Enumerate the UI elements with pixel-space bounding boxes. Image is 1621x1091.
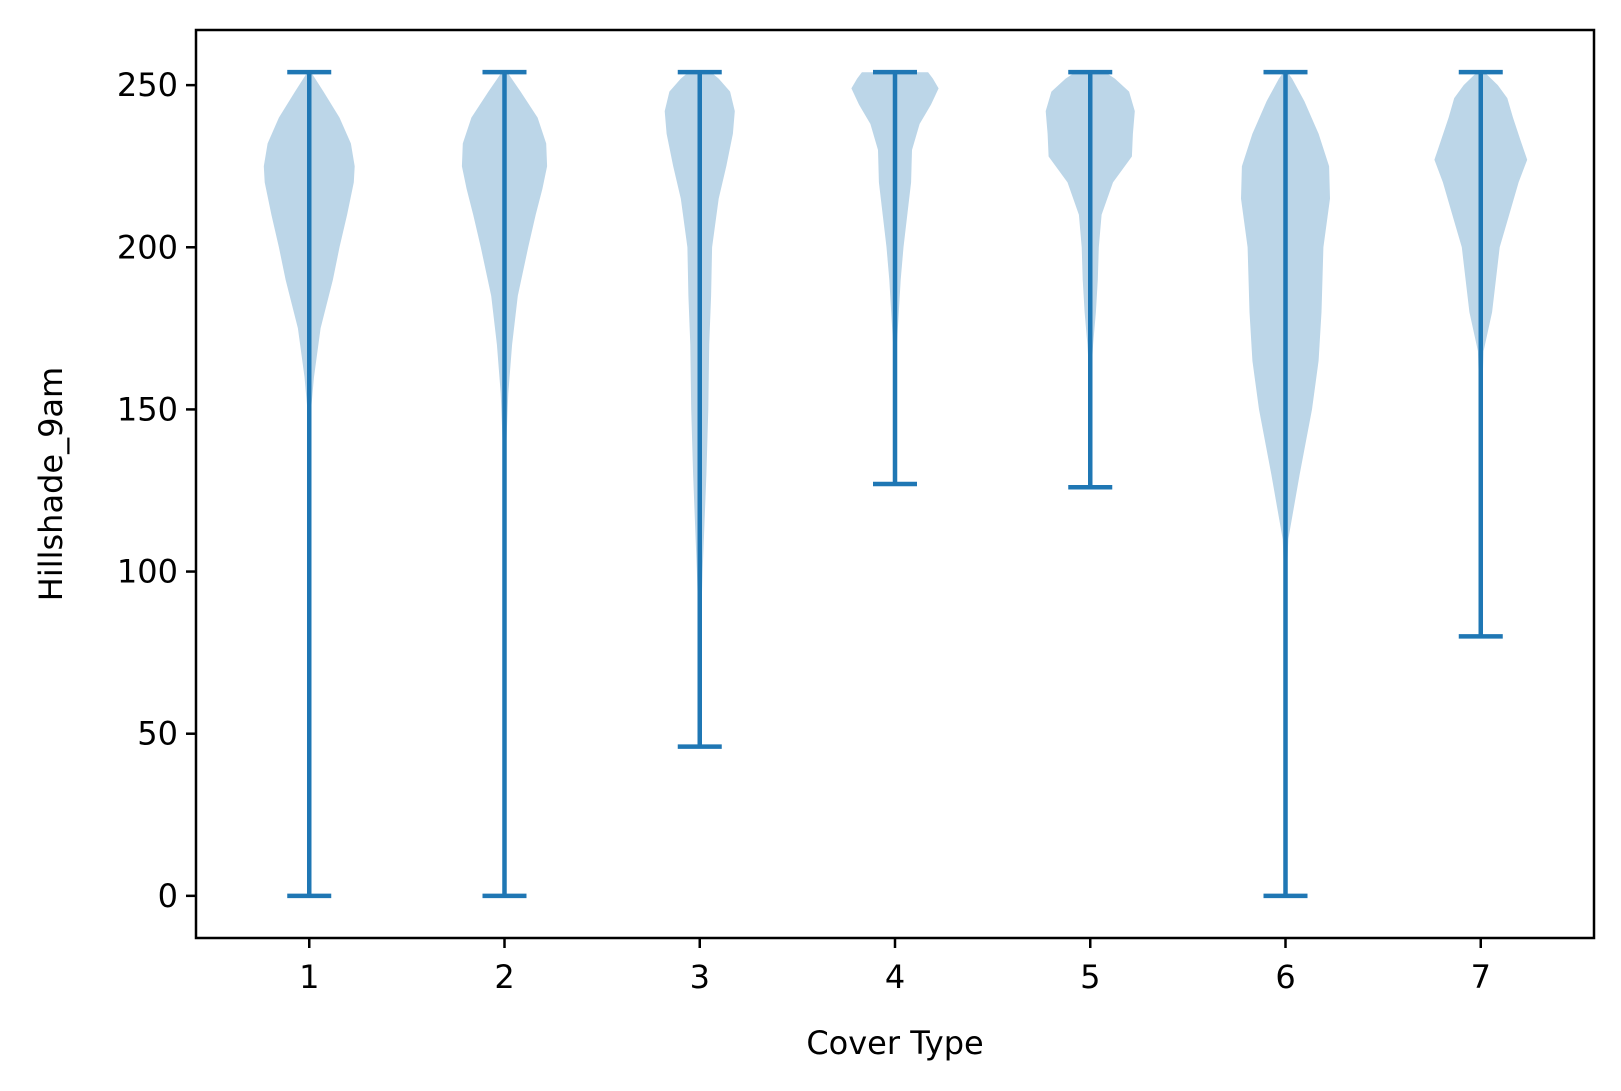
y-tick-label: 150	[117, 390, 178, 428]
y-axis-label: Hillshade_9am	[32, 367, 70, 601]
y-axis: 0 50 100 150 200 250	[117, 66, 196, 915]
y-tick-label: 250	[117, 66, 178, 104]
x-axis-label: Cover Type	[806, 1024, 983, 1062]
x-tick-label: 2	[494, 958, 514, 996]
y-tick-label: 0	[158, 877, 178, 915]
x-axis: 1 2 3 4 5 6 7	[299, 938, 1491, 996]
x-tick-label: 7	[1471, 958, 1491, 996]
violin-plot-area	[263, 69, 1528, 899]
y-tick-label: 200	[117, 228, 178, 266]
x-tick-label: 1	[299, 958, 319, 996]
y-tick-label: 50	[137, 715, 178, 753]
x-tick-label: 4	[885, 958, 905, 996]
y-tick-label: 100	[117, 553, 178, 591]
x-tick-label: 6	[1275, 958, 1295, 996]
x-tick-label: 5	[1080, 958, 1100, 996]
x-tick-label: 3	[690, 958, 710, 996]
